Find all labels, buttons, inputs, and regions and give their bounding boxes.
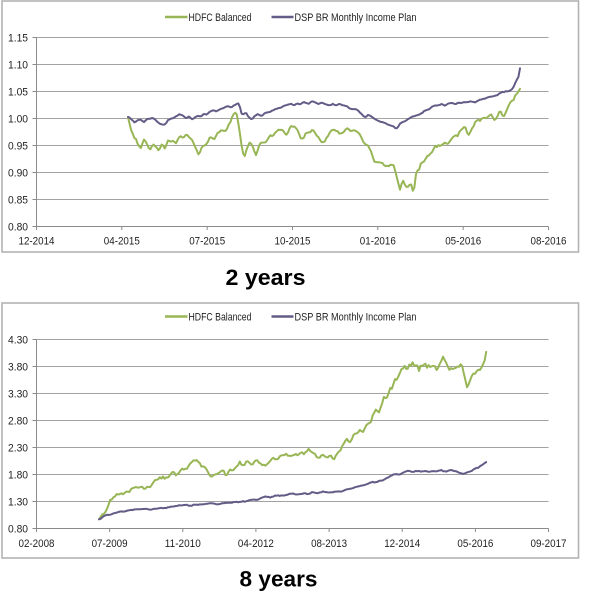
svg-text:01-2016: 01-2016 [360, 236, 396, 248]
svg-text:1.30: 1.30 [8, 496, 28, 508]
svg-text:HDFC Balanced: HDFC Balanced [189, 12, 252, 24]
svg-text:08-2013: 08-2013 [311, 538, 347, 550]
svg-text:04-2012: 04-2012 [238, 538, 274, 550]
svg-text:0.80: 0.80 [8, 523, 28, 535]
svg-text:04-2015: 04-2015 [104, 236, 140, 248]
svg-text:1.15: 1.15 [8, 32, 28, 44]
svg-text:3.80: 3.80 [8, 361, 28, 373]
svg-text:1.00: 1.00 [8, 113, 28, 125]
svg-text:1.05: 1.05 [8, 86, 28, 98]
svg-text:12-2014: 12-2014 [19, 236, 55, 248]
svg-text:05-2016: 05-2016 [457, 538, 493, 550]
svg-text:DSP BR Monthly Income Plan: DSP BR Monthly Income Plan [295, 12, 417, 24]
svg-text:1.10: 1.10 [8, 59, 28, 71]
svg-text:07-2015: 07-2015 [189, 236, 225, 248]
svg-text:2 years: 2 years [226, 265, 306, 290]
svg-text:02-2008: 02-2008 [19, 538, 55, 550]
svg-text:08-2016: 08-2016 [531, 236, 567, 248]
svg-text:2.30: 2.30 [8, 442, 28, 454]
svg-text:DSP BR Monthly Income Plan: DSP BR Monthly Income Plan [295, 311, 417, 323]
svg-text:8 years: 8 years [240, 567, 318, 592]
svg-text:HDFC Balanced: HDFC Balanced [189, 311, 252, 323]
svg-text:05-2016: 05-2016 [445, 236, 481, 248]
svg-text:0.90: 0.90 [8, 167, 28, 179]
svg-text:07-2009: 07-2009 [92, 538, 128, 550]
svg-text:10-2015: 10-2015 [275, 236, 311, 248]
svg-text:09-2017: 09-2017 [531, 538, 567, 550]
svg-text:0.80: 0.80 [8, 221, 28, 233]
svg-text:2.80: 2.80 [8, 415, 28, 427]
svg-text:11-2010: 11-2010 [165, 538, 201, 550]
svg-text:12-2014: 12-2014 [384, 538, 420, 550]
svg-text:3.30: 3.30 [8, 388, 28, 400]
svg-text:0.95: 0.95 [8, 140, 28, 152]
svg-text:4.30: 4.30 [8, 334, 28, 346]
svg-text:1.80: 1.80 [8, 469, 28, 481]
svg-text:0.85: 0.85 [8, 194, 28, 206]
